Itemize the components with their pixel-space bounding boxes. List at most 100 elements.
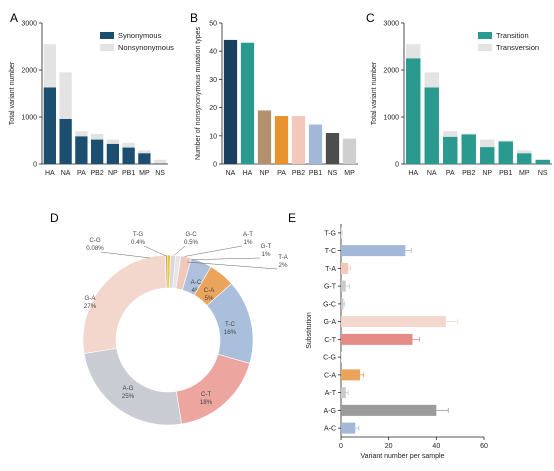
chart-b-ytick-label: 10	[209, 133, 217, 140]
donut-leader-line	[100, 251, 151, 259]
chart-a-bar-nonsynonymous	[106, 139, 120, 144]
chart-a-ytick-label: 2000	[21, 68, 37, 75]
donut-slice-pct: 4%	[192, 287, 201, 294]
panel-label-a: A	[10, 11, 18, 25]
chart-a-legend-label: Synonymous	[118, 31, 162, 40]
chart-a-bar-nonsynonymous	[59, 72, 72, 119]
donut-slice-label: G-A	[84, 295, 96, 302]
chart-c-bar-transition	[535, 159, 550, 164]
chart-a-xtick-label: PB2	[91, 170, 104, 177]
chart-c-bar-transition	[480, 147, 495, 164]
chart-c-bar-transversion	[498, 140, 513, 142]
chart-b-xtick-label: PB2	[292, 170, 305, 177]
chart-b-bar	[308, 124, 323, 164]
chart-b-bar	[291, 116, 306, 164]
chart-b: 0 10 20 30 40 50 Number of nonsynonymous mutat…	[195, 21, 358, 177]
panel-label-c: C	[366, 11, 375, 25]
chart-e-ytick-label: C-G	[323, 355, 336, 362]
panel-label-b: B	[190, 11, 198, 25]
donut-slice-t-a	[175, 255, 192, 291]
chart-e-xtick-label: 0	[339, 443, 343, 450]
chart-c-bar-transversion	[424, 72, 439, 88]
chart-b-ytick-label: 50	[209, 21, 217, 28]
donut-slice-label: T-A	[278, 254, 288, 261]
chart-b-xtick-label: MP	[344, 170, 355, 177]
chart-a-bar-nonsynonymous	[153, 159, 167, 164]
chart-e-ytick-label: G-A	[324, 319, 337, 326]
chart-c-xtick-label: NA	[427, 170, 437, 177]
chart-e-bar-a-t	[341, 387, 346, 399]
chart-b-bar	[240, 42, 255, 164]
chart-a-bar-synonymous	[43, 87, 57, 164]
chart-e-bar-t-c	[341, 245, 406, 257]
chart-c-bar-transition	[498, 141, 513, 164]
donut-slice-label: G-T	[261, 243, 272, 250]
donut-slice-label: A-G	[122, 385, 133, 392]
chart-a-bar-synonymous	[138, 153, 151, 164]
chart-a-y-axis-title: Total variant number	[9, 61, 16, 125]
donut-slice-label: T-G	[133, 231, 143, 238]
chart-b-xtick-label: PA	[277, 170, 286, 177]
chart-e-xtick-label: 60	[480, 443, 488, 450]
chart-a-bar-synonymous	[59, 118, 72, 164]
chart-c-bar-transversion	[517, 150, 532, 154]
chart-c-bar-transversion	[480, 139, 495, 148]
chart-e-ytick-label: T-G	[324, 230, 336, 237]
donut-slice-label: C-T	[201, 391, 212, 398]
chart-e-bar-g-c	[341, 298, 344, 310]
chart-a-xtick-label: PB1	[122, 170, 135, 177]
chart-c-ytick-label: 1000	[383, 115, 399, 122]
chart-e-ytick-label: G-C	[323, 301, 336, 308]
chart-c-xtick-label: MP	[519, 170, 530, 177]
chart-e-bar-c-a	[341, 369, 361, 381]
chart-c-ytick-label: 0	[395, 162, 399, 169]
chart-b-bar	[274, 116, 289, 164]
chart-c-legend-swatch	[478, 32, 492, 39]
chart-c-xtick-label: PA	[446, 170, 455, 177]
chart-a-bar-synonymous	[122, 147, 135, 164]
chart-e-x-axis-title: Variant number per sample	[361, 453, 445, 460]
chart-a-legend-swatch	[100, 32, 114, 39]
chart-c-legend-label: Transition	[496, 31, 529, 40]
donut-slice-label: A-C	[191, 279, 202, 286]
donut-slice-label: A-T	[243, 231, 253, 238]
chart-c-ytick-label: 3000	[383, 21, 399, 28]
donut-slice-pct: 16%	[224, 329, 237, 336]
chart-a-xtick-label: MP	[139, 170, 150, 177]
chart-b-xtick-label: NP	[260, 170, 270, 177]
chart-b-ytick-label: 20	[209, 105, 217, 112]
donut-slice-pct: 27%	[84, 303, 97, 310]
donut-slice-label: T-C	[225, 321, 235, 328]
chart-a-bar-synonymous	[90, 139, 104, 164]
chart-c-legend-swatch	[478, 44, 492, 51]
donut-slice-pct: 1%	[262, 251, 271, 258]
donut-slice-pct: 0.5%	[184, 239, 199, 246]
chart-e-bar-t-g	[341, 227, 342, 239]
chart-e-ytick-label: T-A	[325, 266, 336, 273]
chart-c-xtick-label: PB2	[462, 170, 475, 177]
chart-a-bar-nonsynonymous	[138, 150, 151, 154]
donut-slice-pct: 2%	[279, 262, 288, 269]
chart-a-xtick-label: NS	[155, 170, 165, 177]
donut-leader-line	[186, 261, 278, 270]
chart-b-xtick-label: NS	[328, 170, 338, 177]
donut-slice-label: C-G	[89, 237, 101, 244]
chart-b-xtick-label: PB1	[309, 170, 322, 177]
chart-e-xtick-label: 20	[385, 443, 393, 450]
chart-b-bar	[257, 110, 272, 164]
chart-b-y-axis-title: Number of nonsynonymous mutation types	[195, 26, 202, 160]
chart-a-bar-synonymous	[106, 143, 120, 164]
chart-c-bar-transition	[443, 136, 458, 164]
chart-b-ytick-label: 30	[209, 77, 217, 84]
chart-b-bar	[325, 132, 340, 164]
donut-leader-line	[175, 245, 243, 259]
chart-e-xtick-label: 40	[432, 443, 440, 450]
donut-leader-line	[143, 245, 167, 257]
chart-a-xtick-label: PA	[77, 170, 86, 177]
chart-c-bar-transition	[406, 58, 421, 164]
chart-c-xtick-label: NS	[538, 170, 548, 177]
panel-label-d: D	[50, 211, 59, 225]
chart-e-ytick-label: T-C	[325, 248, 336, 255]
chart-e-bar-g-t	[341, 280, 346, 292]
